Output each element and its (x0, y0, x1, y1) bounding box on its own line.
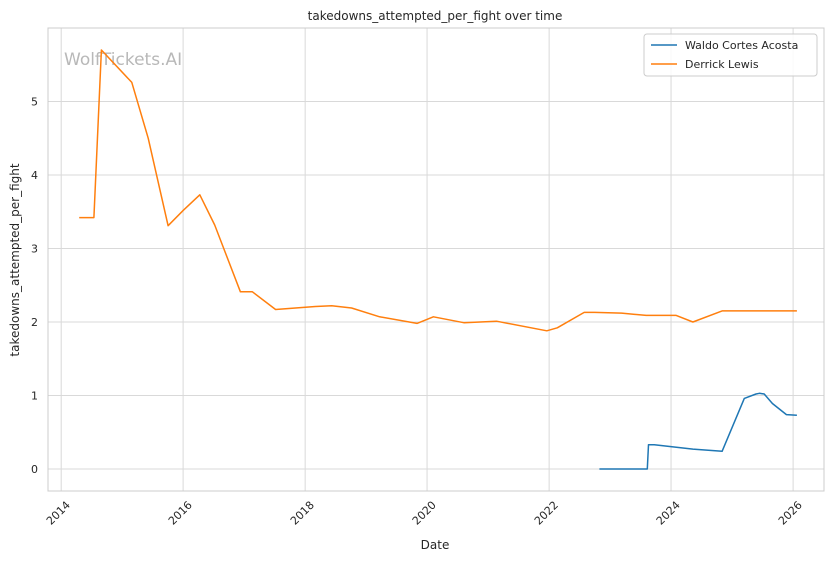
y-tick-label: 1 (31, 389, 38, 402)
x-tick-label: 2020 (410, 499, 439, 528)
y-tick-label: 2 (31, 316, 38, 329)
plot-background (48, 28, 824, 491)
x-tick-label: 2018 (288, 499, 317, 528)
y-tick-label: 5 (31, 95, 38, 108)
watermark-text: WolfTickets.AI (64, 50, 182, 70)
legend: Waldo Cortes Acosta Derrick Lewis (643, 33, 818, 77)
y-tick-labels: 0 1 2 3 4 5 (31, 95, 38, 475)
x-tick-label: 2026 (776, 499, 805, 528)
y-tick-label: 3 (31, 242, 38, 255)
x-tick-label: 2014 (44, 499, 73, 528)
legend-label-waldo-cortes-acosta: Waldo Cortes Acosta (685, 39, 798, 52)
legend-box (643, 33, 818, 77)
y-tick-label: 0 (31, 463, 38, 476)
x-tick-labels: 2014 2016 2018 2020 2022 2024 2026 (44, 499, 805, 528)
plot-frame (47, 27, 825, 492)
y-axis-label: takedowns_attempted_per_fight (8, 163, 22, 356)
x-axis-label: Date (421, 538, 450, 552)
series-line-waldo-cortes-acosta (599, 392, 797, 470)
legend-label-derrick-lewis: Derrick Lewis (685, 58, 759, 71)
series-line-derrick-lewis (79, 49, 797, 332)
chart-title: takedowns_attempted_per_fight over time (308, 9, 563, 23)
series-layer (79, 49, 797, 470)
y-tick-label: 4 (31, 169, 38, 182)
x-tick-label: 2024 (654, 499, 683, 528)
x-tick-label: 2022 (532, 499, 561, 528)
x-tick-label: 2016 (166, 499, 195, 528)
